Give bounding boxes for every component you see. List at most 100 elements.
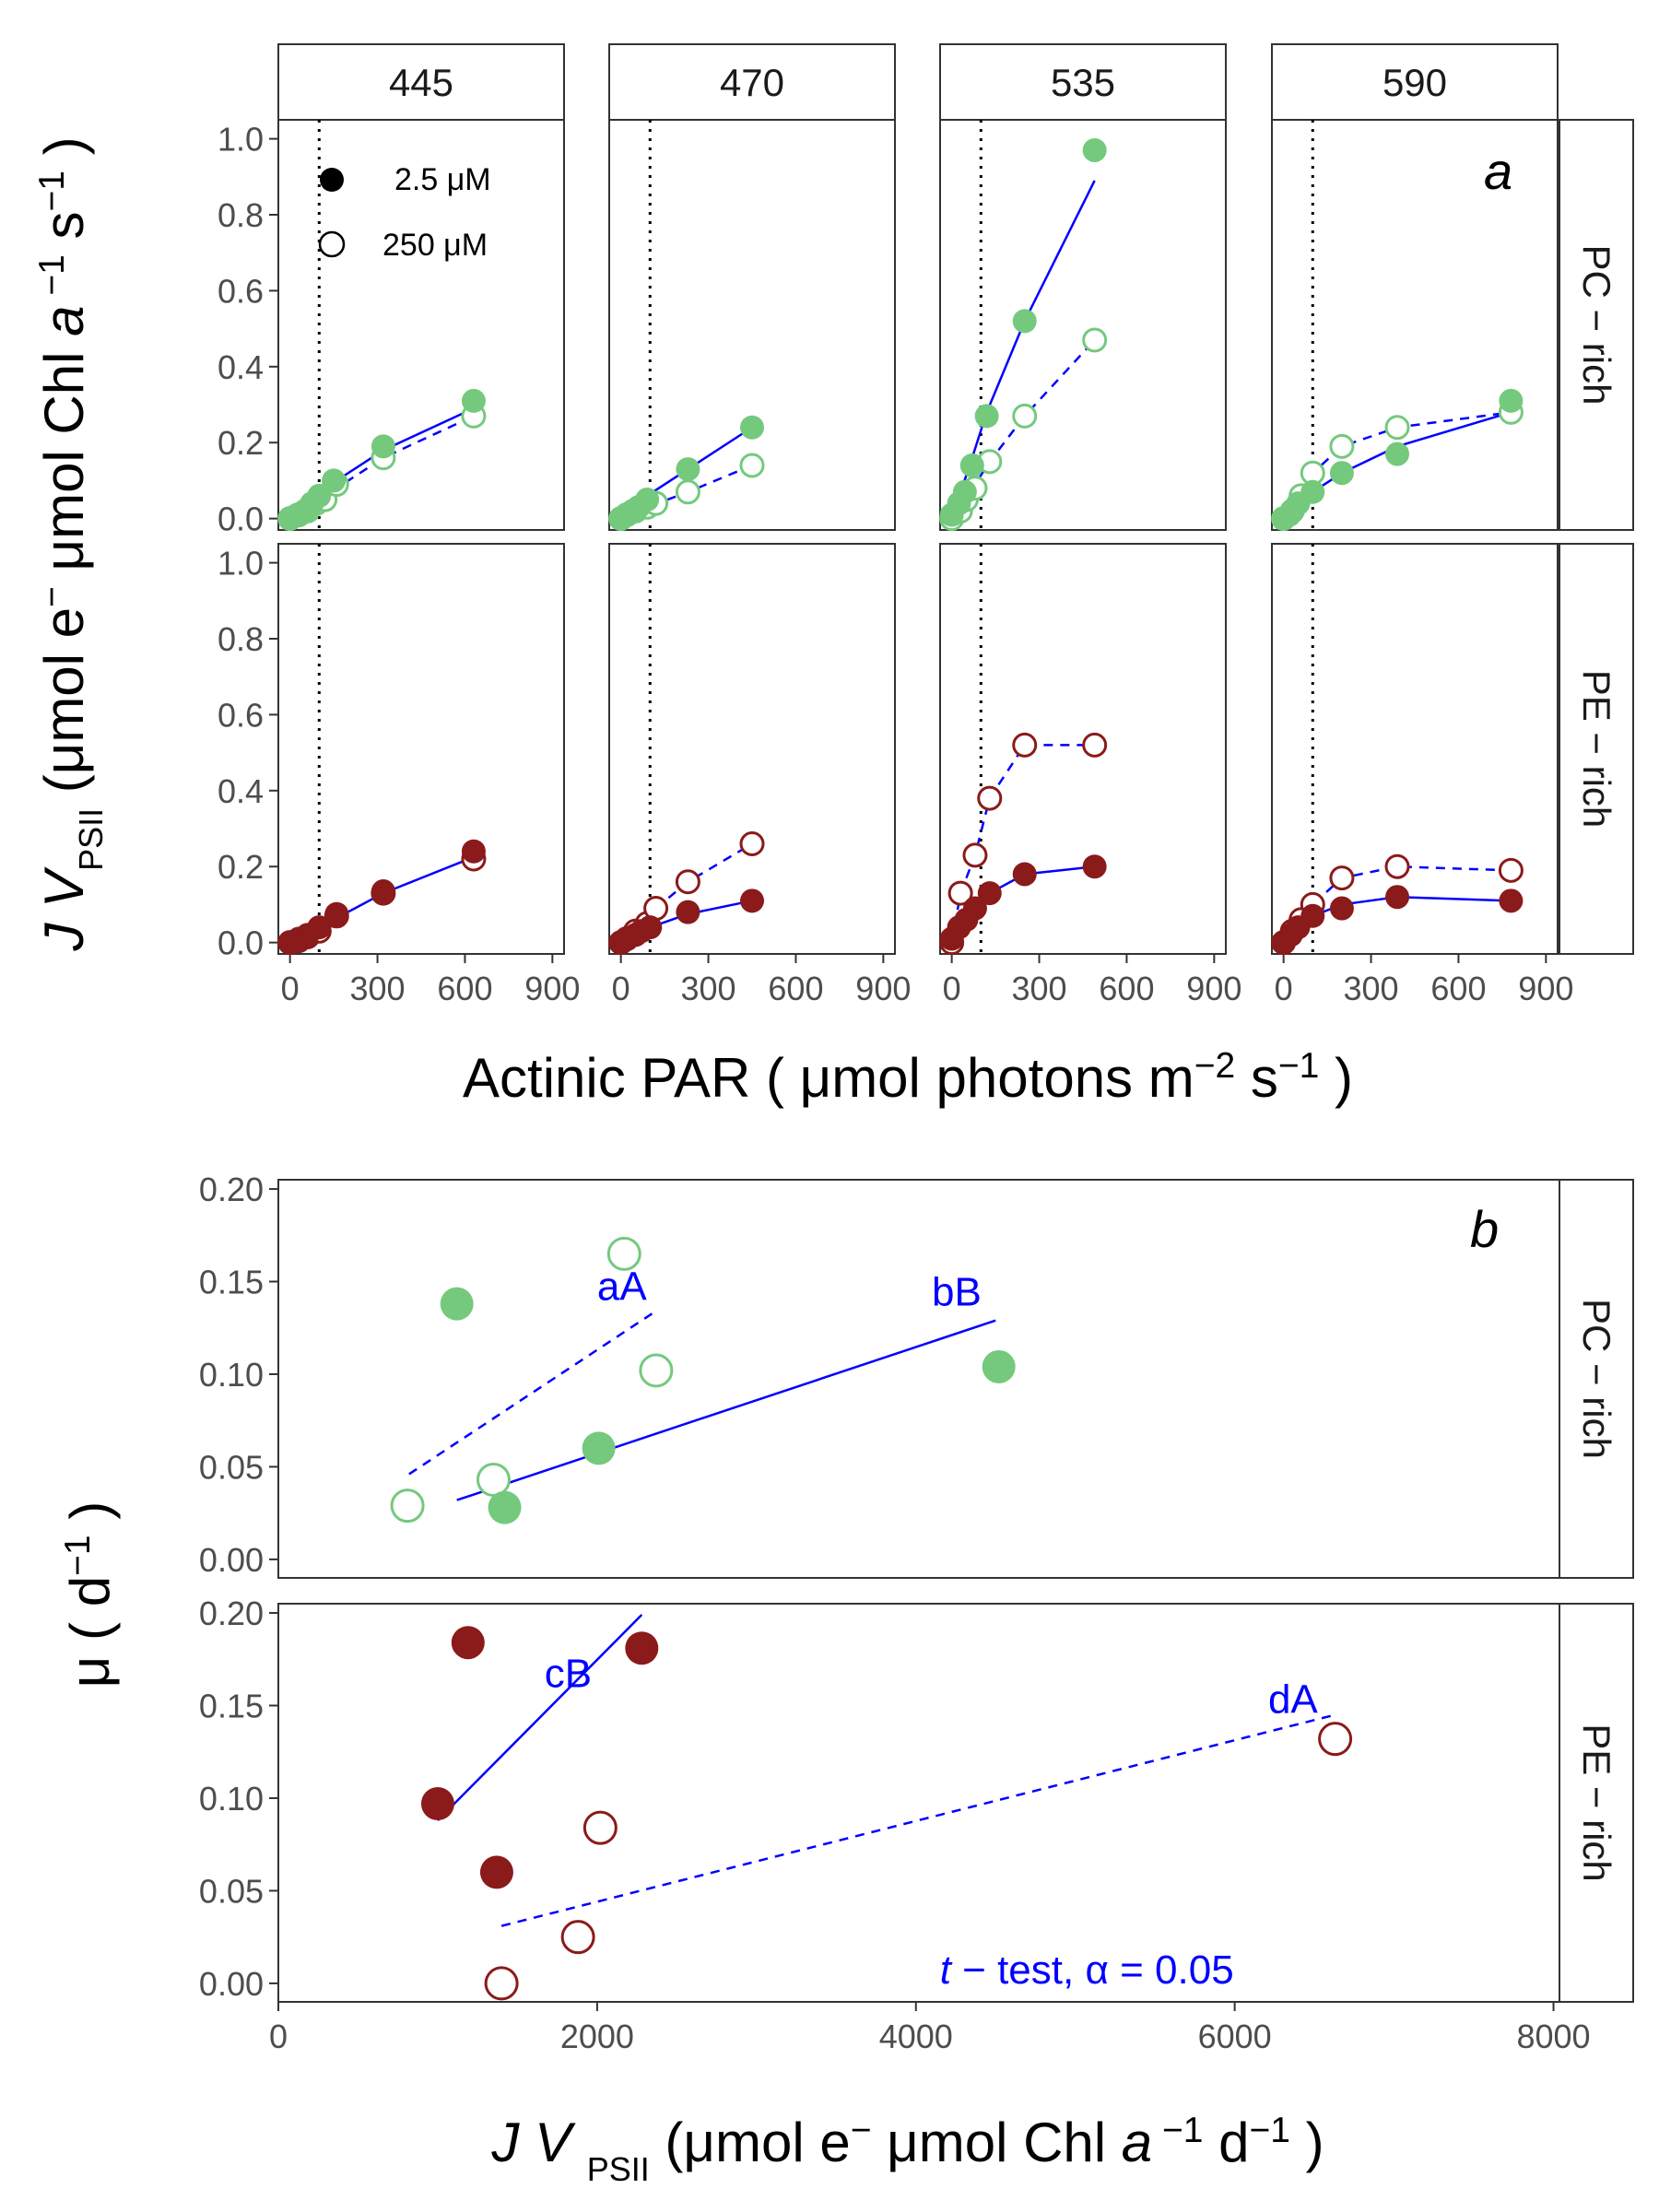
- data-point-250uM: [476, 1463, 511, 1498]
- fit-line-2.5uM: [437, 1614, 643, 1821]
- y-tick-label: 0.4: [218, 772, 264, 810]
- data-point-2.5uM: [1300, 479, 1325, 504]
- facet-frame: [1271, 119, 1559, 531]
- data-point-2.5uM: [1385, 885, 1410, 910]
- data-point-2.5uM: [977, 881, 1002, 906]
- data-point-250uM: [962, 842, 988, 868]
- data-point-250uM: [977, 785, 1003, 811]
- data-point-2.5uM: [676, 900, 700, 924]
- y-tick-label: 0.6: [218, 696, 264, 734]
- data-point-2.5uM: [625, 1631, 659, 1665]
- t-test-annotation: t − test, α = 0.05: [940, 1947, 1234, 1993]
- y-tick-label: 1.0: [218, 121, 264, 159]
- y-tick-label: 0.0: [218, 500, 264, 538]
- x-axis-title-a: Actinic PAR ( μmol photons m−2 s−1 ): [463, 1046, 1353, 1110]
- strip-col-590: [1271, 43, 1559, 121]
- y-axis-title-b: μ ( d−1 ): [58, 1501, 122, 1688]
- y-axis-title-a: J VPSII (μmol e− μmol Chl a −1 s−1 ): [32, 136, 110, 951]
- strip-row-label: PC − rich: [1575, 245, 1618, 406]
- x-tick-label: 0: [281, 970, 300, 1007]
- series-b-r0: aA bB: [390, 1236, 1016, 1524]
- data-point-2.5uM: [479, 1855, 513, 1889]
- panel-a: 445 470 535 590 PC − rich PE − rich 0.0 0.2 0.4 0…: [32, 43, 1634, 1110]
- data-point-2.5uM: [962, 896, 987, 921]
- data-point-250uM: [1384, 415, 1410, 441]
- data-point-2.5uM: [740, 888, 764, 913]
- x-tick-label: 0: [1275, 970, 1293, 1007]
- data-point-250uM: [1498, 857, 1524, 883]
- facet-frame: [1271, 543, 1559, 955]
- data-point-2.5uM: [440, 1287, 474, 1321]
- y-tick-label: 0.2: [218, 848, 264, 886]
- facet-a-r1-c1: [608, 543, 896, 956]
- y-tick-label: 0.8: [218, 196, 264, 234]
- data-point-2.5uM: [676, 457, 700, 482]
- x-tick-label: 900: [1186, 970, 1241, 1007]
- data-point-250uM: [390, 1488, 425, 1524]
- legend: 2.5 μM 250 μM: [318, 162, 491, 263]
- data-point-2.5uM: [974, 404, 999, 429]
- data-point-250uM: [1082, 327, 1108, 353]
- data-point-2.5uM: [451, 1626, 485, 1660]
- facet-a-r0-c3: [1271, 119, 1559, 532]
- data-point-250uM: [484, 1966, 519, 2001]
- data-point-250uM: [639, 1353, 674, 1388]
- strip-col-470: [608, 43, 896, 121]
- strip-col-label: 470: [720, 61, 784, 104]
- strip-row-label: PE − rich: [1575, 1724, 1618, 1882]
- data-point-2.5uM: [740, 415, 764, 440]
- x-tick-label: 300: [1012, 970, 1067, 1007]
- data-point-250uM: [1329, 865, 1355, 891]
- y-tick-label: 0.10: [199, 1356, 264, 1394]
- x-tick-label: 900: [524, 970, 580, 1007]
- strip-row-label: PC − rich: [1575, 1299, 1618, 1459]
- data-point-250uM: [675, 479, 700, 505]
- y-tick-label: 0.20: [199, 1594, 264, 1632]
- y-tick-label: 0.15: [199, 1688, 264, 1725]
- x-tick-label: 0: [943, 970, 961, 1007]
- data-point-2.5uM: [307, 915, 332, 940]
- data-point-250uM: [1329, 433, 1355, 459]
- facet-a-r0-c1: [608, 119, 896, 532]
- strip-row-label: PE − rich: [1575, 670, 1618, 829]
- facet-a-r1-c0: [277, 543, 565, 956]
- group-letter-label: bB: [932, 1270, 982, 1315]
- data-point-2.5uM: [1499, 388, 1524, 413]
- facet-frame: [608, 543, 896, 955]
- x-tick-label: 300: [350, 970, 406, 1007]
- data-point-2.5uM: [307, 483, 332, 508]
- data-point-2.5uM: [420, 1787, 454, 1821]
- x-tick-label: 0: [612, 970, 630, 1007]
- data-point-250uM: [560, 1920, 595, 1955]
- data-point-250uM: [1012, 403, 1038, 429]
- x-tick-label: 6000: [1198, 2018, 1272, 2055]
- data-point-2.5uM: [635, 488, 660, 512]
- x-tick-label: 600: [1430, 970, 1486, 1007]
- fit-line-250uM: [500, 1713, 1335, 1927]
- x-tick-label: 8000: [1516, 2018, 1590, 2055]
- y-tick-label: 0.2: [218, 424, 264, 462]
- strip-col-label: 445: [389, 61, 453, 104]
- facet-frame: [277, 1179, 1634, 1579]
- x-tick-label: 600: [1099, 970, 1154, 1007]
- data-point-2.5uM: [1385, 441, 1410, 466]
- data-point-2.5uM: [1329, 896, 1354, 921]
- facet-a-r0-c2: [939, 119, 1227, 532]
- data-point-2.5uM: [461, 388, 486, 413]
- strip-row-0: [1559, 119, 1634, 531]
- data-point-2.5uM: [1300, 903, 1325, 928]
- panel-b: PC − rich 0.00 0.05 0.10 0.15 0.20 PE − rich 0.…: [58, 1171, 1634, 2188]
- legend-marker-250uM: [318, 230, 346, 258]
- facet-frame: [277, 543, 565, 955]
- data-point-2.5uM: [322, 468, 347, 493]
- x-tick-label: 600: [437, 970, 492, 1007]
- data-point-2.5uM: [638, 915, 663, 940]
- data-point-250uM: [1384, 853, 1410, 879]
- legend-label-250uM: 250 μM: [382, 228, 488, 263]
- y-tick-label: 0.00: [199, 1965, 264, 2003]
- fit-line-2.5uM: [456, 1319, 996, 1501]
- y-tick-label: 0.10: [199, 1780, 264, 1818]
- y-tick-label: 0.05: [199, 1872, 264, 1910]
- data-point-2.5uM: [1329, 461, 1354, 486]
- strip-col-label: 590: [1382, 61, 1447, 104]
